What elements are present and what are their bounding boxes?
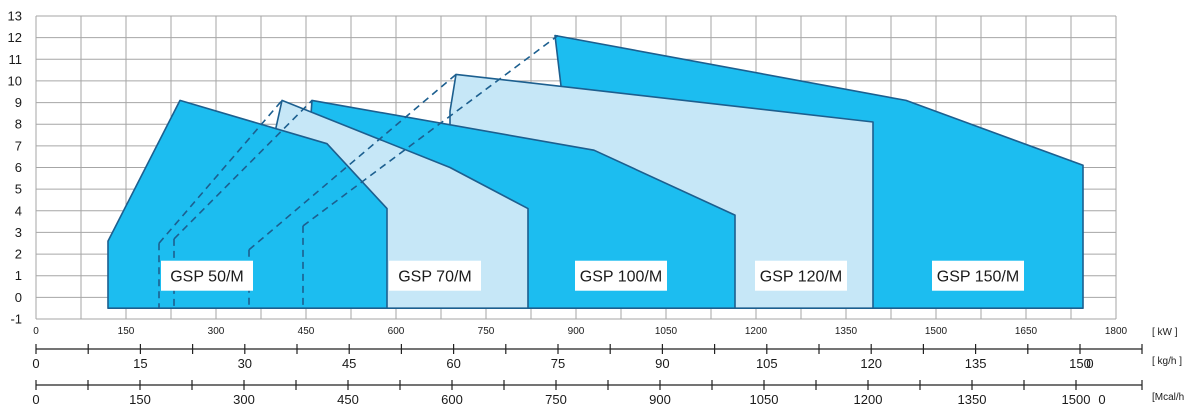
scale-tick-label: 1350 — [958, 392, 987, 407]
series-label-box — [755, 260, 847, 291]
y-tick-label: 9 — [15, 95, 22, 110]
y-tick-label: 8 — [15, 117, 22, 132]
y-tick-label: 3 — [15, 225, 22, 240]
scale-tick-label: 150 — [129, 392, 151, 407]
scale-tick-label: 1500 — [1062, 392, 1091, 407]
series-label-box — [389, 260, 481, 291]
series-area-gsp-50-m — [107, 99, 388, 310]
scale-tick-label: 1200 — [854, 392, 883, 407]
scale-extra-label: 0 — [1098, 392, 1105, 407]
kw-tick-label: 150 — [118, 326, 135, 337]
scale-tick-label: 60 — [446, 356, 460, 371]
kw-tick-label: 900 — [568, 326, 585, 337]
y-tick-label: 4 — [15, 203, 22, 218]
dashed-line — [158, 99, 283, 244]
scale-tick-label: 600 — [441, 392, 463, 407]
y-tick-label: 2 — [15, 247, 22, 262]
kw-tick-label: 0 — [33, 326, 39, 337]
scale-tick-label: 120 — [860, 356, 882, 371]
scale-tick-label: 900 — [649, 392, 671, 407]
y-tick-label: 1 — [15, 268, 22, 283]
scale-tick-label: 150 — [1069, 356, 1091, 371]
scale-tick-label: 135 — [965, 356, 987, 371]
scale-tick-label: 0 — [32, 392, 39, 407]
scale-tick-label: 450 — [337, 392, 359, 407]
series-label: GSP 150/M — [937, 269, 1019, 286]
scale-tick-label: 90 — [655, 356, 669, 371]
scale-tick-label: 30 — [238, 356, 252, 371]
series-label: GSP 100/M — [580, 269, 662, 286]
series-label-box — [932, 260, 1024, 291]
dashed-line — [248, 73, 457, 251]
y-tick-label: 12 — [8, 30, 22, 45]
y-tick-label: 11 — [9, 52, 23, 67]
y-tick-label: 6 — [15, 160, 22, 175]
kw-tick-label: 1500 — [925, 326, 948, 337]
kw-tick-label: 1650 — [1015, 326, 1038, 337]
kw-tick-label: 1200 — [745, 326, 768, 337]
y-tick-label: 10 — [8, 73, 22, 88]
kw-tick-label: 750 — [478, 326, 495, 337]
scale-tick-label: 15 — [133, 356, 147, 371]
scale-tick-label: 45 — [342, 356, 356, 371]
secondary-scales: 0 15 30 45 60 75 90 105 120 135 1500[ kg/h ]0 150 30… — [32, 344, 1184, 407]
x-axis-kw: 0 150 300 450 600 750 900 1050 1200 1350 1500 1650 1… — [33, 326, 1178, 338]
scale-unit-label: [Mcal/h — [1152, 392, 1184, 403]
scale-tick-label: 300 — [233, 392, 255, 407]
kw-tick-label: 1800 — [1105, 326, 1128, 337]
y-tick-label: 13 — [8, 9, 22, 24]
scale-unit-label: [ kg/h ] — [1152, 356, 1182, 367]
y-tick-label: 5 — [15, 182, 22, 197]
series-label: GSP 50/M — [170, 269, 244, 286]
scale-tick-label: 75 — [551, 356, 565, 371]
series-label-box — [575, 260, 667, 291]
kw-tick-label: 1350 — [835, 326, 858, 337]
dashed-line — [173, 99, 313, 240]
kw-tick-label: 1050 — [655, 326, 678, 337]
series-label: GSP 120/M — [760, 269, 842, 286]
scale-extra-label: 0 — [1086, 356, 1093, 371]
series-label-box — [161, 260, 253, 291]
scale-tick-label: 105 — [756, 356, 778, 371]
scale-tick-label: 750 — [545, 392, 567, 407]
scale-tick-label: 0 — [32, 356, 39, 371]
series-areas — [107, 34, 1084, 310]
kw-tick-label: 450 — [298, 326, 315, 337]
dashed-line — [302, 34, 559, 227]
kw-tick-label: 300 — [208, 326, 225, 337]
series-labels: GSP 50/M GSP 70/M GSP 100/M GSP 120/M GSP 15… — [161, 260, 1024, 291]
y-tick-label: 7 — [15, 138, 22, 153]
kw-unit-label: [ kW ] — [1152, 327, 1178, 338]
scale-tick-label: 1050 — [750, 392, 779, 407]
y-tick-label: -1 — [10, 312, 22, 327]
series-label: GSP 70/M — [398, 269, 472, 286]
kw-tick-label: 600 — [388, 326, 405, 337]
y-tick-label: 0 — [15, 290, 22, 305]
